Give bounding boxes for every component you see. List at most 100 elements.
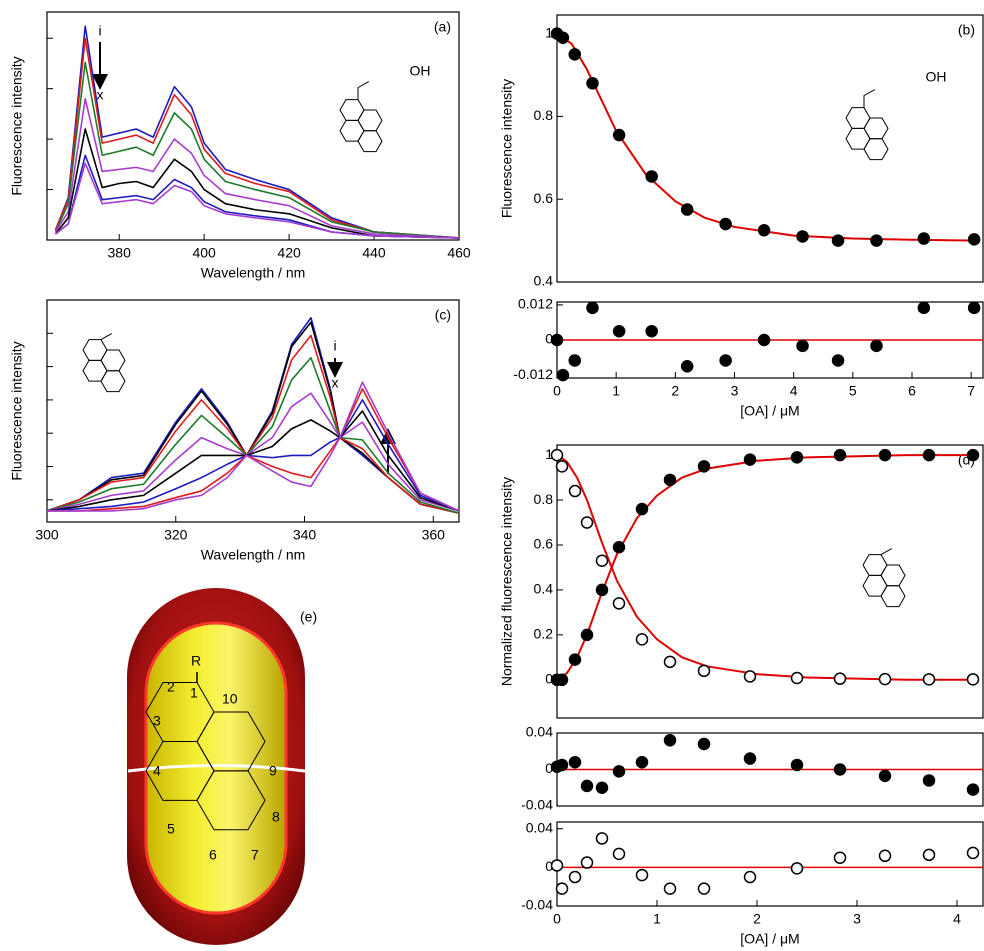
data-point bbox=[833, 355, 844, 366]
data-point bbox=[924, 450, 935, 461]
y-axis-label: Normalized fluorescence intensity bbox=[499, 477, 515, 686]
data-point bbox=[582, 780, 593, 791]
y-tick-label: 0.4 bbox=[534, 273, 554, 289]
data-point bbox=[745, 872, 756, 883]
y-tick-label: 0.2 bbox=[534, 626, 554, 642]
data-point bbox=[614, 130, 625, 141]
y-tick-label: 0.8 bbox=[534, 107, 554, 123]
annotation: x bbox=[97, 87, 104, 103]
x-tick-label: 400 bbox=[192, 245, 216, 261]
data-point bbox=[570, 872, 581, 883]
ring bbox=[101, 350, 125, 371]
data-point bbox=[587, 302, 598, 313]
plot-frame bbox=[557, 822, 983, 906]
data-point bbox=[880, 770, 891, 781]
data-point bbox=[646, 326, 657, 337]
panel-label: (c) bbox=[435, 307, 451, 323]
data-point bbox=[699, 665, 710, 676]
bond bbox=[881, 549, 892, 555]
data-point bbox=[792, 759, 803, 770]
ring bbox=[83, 340, 107, 361]
data-point bbox=[745, 454, 756, 465]
data-point bbox=[759, 335, 770, 346]
data-point bbox=[552, 450, 563, 461]
ring bbox=[881, 586, 905, 607]
data-point bbox=[614, 848, 625, 859]
molecule bbox=[340, 82, 382, 152]
data-point bbox=[614, 598, 625, 609]
annotation: OH bbox=[410, 63, 431, 79]
data-point bbox=[557, 32, 568, 43]
x-axis-label: Wavelength / nm bbox=[201, 547, 306, 563]
series-line bbox=[557, 455, 977, 680]
x-tick-label: 0 bbox=[553, 911, 561, 927]
data-point bbox=[880, 850, 891, 861]
x-tick-label: 1 bbox=[653, 911, 661, 927]
arrows bbox=[100, 42, 388, 474]
series-line bbox=[55, 26, 459, 238]
data-point bbox=[587, 78, 598, 89]
data-point bbox=[637, 870, 648, 881]
data-point bbox=[552, 860, 563, 871]
y-axis-label: Fluorescence intensity bbox=[499, 79, 515, 218]
series-line bbox=[47, 358, 459, 513]
series-line bbox=[55, 62, 459, 238]
data-point bbox=[637, 504, 648, 515]
series-line bbox=[55, 38, 459, 238]
x-tick-label: 6 bbox=[908, 383, 916, 399]
position-label: 6 bbox=[209, 847, 217, 863]
data-point bbox=[792, 452, 803, 463]
data-point bbox=[614, 542, 625, 553]
data-point bbox=[682, 204, 693, 215]
annotation: x bbox=[332, 375, 339, 391]
position-label: 2 bbox=[167, 679, 175, 695]
data-point bbox=[968, 784, 979, 795]
ring bbox=[864, 139, 888, 160]
ring bbox=[340, 100, 364, 121]
data-point bbox=[759, 225, 770, 236]
data-point bbox=[597, 584, 608, 595]
data-point bbox=[552, 335, 563, 346]
position-label: 4 bbox=[153, 763, 161, 779]
series-line bbox=[47, 400, 459, 511]
data-point bbox=[557, 759, 568, 770]
data-point bbox=[968, 674, 979, 685]
x-tick-label: 380 bbox=[108, 245, 132, 261]
data-point bbox=[835, 673, 846, 684]
y-tick-label: -0.04 bbox=[521, 897, 553, 913]
bond bbox=[358, 82, 369, 100]
x-tick-label: 5 bbox=[849, 383, 857, 399]
position-label: 9 bbox=[269, 763, 277, 779]
series-line bbox=[557, 455, 977, 680]
data-point bbox=[665, 883, 676, 894]
y-axis-label: Fluorescence intensity bbox=[9, 56, 25, 195]
data-point bbox=[835, 450, 846, 461]
x-tick-label: 4 bbox=[790, 383, 798, 399]
x-tick-label: 360 bbox=[422, 527, 446, 543]
data-point bbox=[969, 234, 980, 245]
data-point bbox=[745, 753, 756, 764]
data-point bbox=[597, 782, 608, 793]
molecule bbox=[846, 90, 888, 160]
data-point bbox=[614, 766, 625, 777]
data-point bbox=[646, 171, 657, 182]
data-point bbox=[924, 674, 935, 685]
ring bbox=[358, 131, 382, 152]
data-point bbox=[570, 654, 581, 665]
data-point bbox=[924, 849, 935, 860]
x-tick-label: 320 bbox=[164, 527, 188, 543]
data-point bbox=[582, 857, 593, 868]
annotation: i bbox=[333, 338, 336, 354]
data-point bbox=[720, 219, 731, 230]
y-tick-label: -0.012 bbox=[513, 366, 553, 382]
ring bbox=[101, 371, 125, 392]
x-tick-label: 4 bbox=[953, 911, 961, 927]
bond bbox=[864, 90, 875, 108]
y-tick-label: 0.04 bbox=[526, 819, 553, 835]
data-point bbox=[665, 656, 676, 667]
x-tick-label: 2 bbox=[753, 911, 761, 927]
data-point bbox=[835, 852, 846, 863]
bond bbox=[101, 334, 112, 340]
x-axis-label: Wavelength / nm bbox=[201, 265, 306, 281]
data-point bbox=[835, 764, 846, 775]
